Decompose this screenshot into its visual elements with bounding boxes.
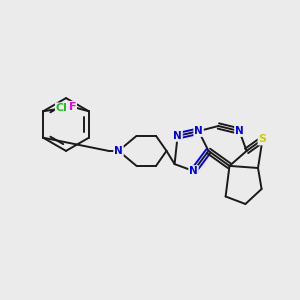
Text: S: S: [259, 134, 266, 145]
Text: N: N: [173, 131, 182, 141]
Text: N: N: [194, 126, 203, 136]
Text: Cl: Cl: [56, 103, 68, 113]
Text: N: N: [114, 146, 123, 156]
Text: N: N: [235, 126, 244, 136]
Text: F: F: [69, 102, 76, 112]
Text: N: N: [189, 166, 198, 176]
